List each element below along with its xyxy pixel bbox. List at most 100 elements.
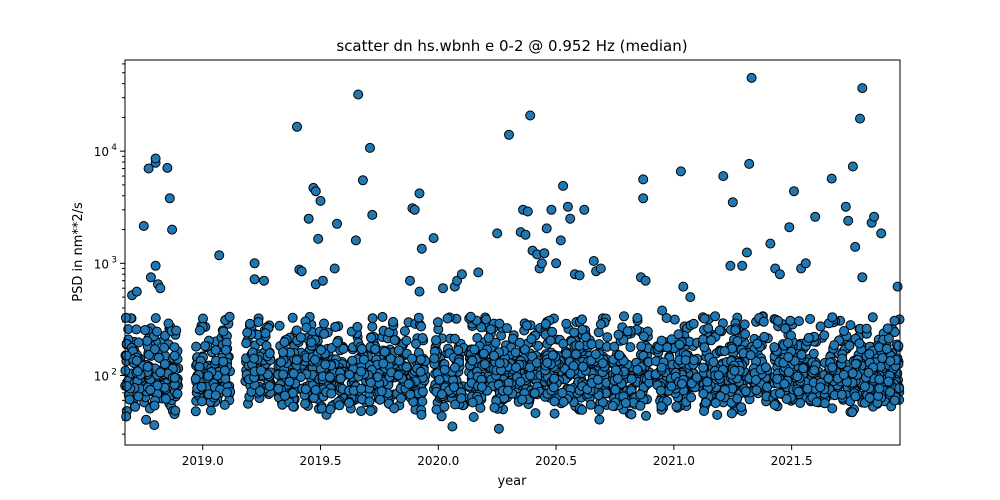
- data-point: [526, 334, 537, 344]
- data-point: [625, 342, 636, 353]
- data-point: [850, 391, 861, 402]
- data-point: [811, 397, 822, 408]
- data-point: [838, 369, 849, 380]
- data-point: [171, 325, 182, 336]
- data-point: [708, 357, 719, 367]
- data-point: [140, 325, 150, 335]
- data-point: [686, 392, 697, 403]
- data-point: [802, 383, 813, 394]
- data-point: [300, 384, 311, 395]
- data-point: [569, 327, 580, 338]
- data-point: [815, 321, 826, 332]
- data-point: [330, 321, 341, 332]
- data-point: [264, 348, 275, 359]
- data-point: [210, 390, 221, 401]
- data-point: [206, 405, 216, 416]
- data-point: [885, 387, 896, 397]
- data-point: [150, 153, 161, 164]
- data-point: [403, 379, 414, 389]
- data-point: [803, 332, 814, 343]
- data-point: [133, 337, 144, 348]
- data-point: [324, 372, 335, 382]
- data-point: [595, 319, 606, 330]
- data-point: [284, 376, 295, 387]
- data-point: [737, 260, 748, 271]
- data-point: [574, 340, 585, 351]
- data-point: [473, 267, 484, 278]
- data-point: [810, 211, 821, 222]
- data-point: [800, 258, 811, 269]
- data-point: [855, 113, 865, 124]
- data-point: [332, 337, 343, 348]
- data-point: [428, 233, 439, 244]
- data-point: [210, 345, 221, 356]
- data-point: [190, 406, 201, 417]
- data-point: [607, 401, 618, 411]
- x-axis-ticks: 2019.0 2019.5 2020.0 2020.5 2021.0 2021.5: [182, 445, 813, 468]
- x-tick-label: 2019.5: [300, 454, 342, 468]
- data-point: [438, 283, 448, 294]
- data-point: [121, 411, 132, 422]
- data-point: [823, 373, 834, 384]
- data-point: [141, 414, 152, 425]
- data-point: [414, 188, 425, 199]
- data-point: [760, 362, 771, 373]
- data-point: [864, 392, 875, 403]
- data-points: [120, 72, 905, 434]
- data-point: [699, 313, 710, 324]
- data-point: [889, 395, 900, 406]
- data-point: [415, 366, 426, 377]
- data-point: [638, 331, 649, 342]
- data-point: [167, 224, 178, 235]
- data-point: [546, 204, 557, 215]
- data-point: [548, 382, 559, 393]
- data-point: [120, 312, 131, 323]
- data-point: [401, 335, 412, 346]
- data-point: [594, 414, 605, 425]
- data-point: [370, 344, 381, 355]
- data-point: [344, 397, 355, 408]
- data-point: [190, 373, 201, 384]
- data-point: [364, 396, 375, 407]
- data-point: [155, 283, 166, 294]
- data-point: [565, 368, 576, 379]
- data-point: [789, 186, 799, 197]
- data-point: [399, 326, 410, 337]
- data-point: [133, 391, 144, 402]
- data-point: [145, 384, 156, 395]
- data-point: [319, 318, 329, 329]
- data-point: [276, 357, 287, 368]
- data-point: [150, 260, 161, 271]
- data-point: [316, 345, 326, 355]
- data-point: [609, 341, 620, 352]
- data-point: [203, 371, 214, 381]
- data-point: [876, 228, 887, 239]
- data-point: [632, 364, 643, 375]
- data-point: [145, 272, 156, 283]
- data-point: [655, 385, 666, 396]
- data-point: [698, 388, 709, 399]
- data-point: [759, 331, 770, 342]
- data-point: [273, 383, 284, 394]
- data-point: [840, 201, 851, 212]
- data-point: [827, 362, 838, 373]
- data-point: [740, 329, 751, 340]
- data-point: [751, 385, 762, 396]
- data-point: [169, 350, 180, 361]
- data-point: [389, 403, 400, 414]
- data-point: [847, 368, 858, 379]
- data-point: [224, 311, 235, 322]
- data-point: [549, 396, 560, 407]
- data-point: [783, 352, 794, 363]
- data-point: [300, 398, 311, 409]
- data-point: [779, 378, 790, 389]
- data-point: [367, 209, 378, 220]
- data-point: [725, 260, 736, 271]
- data-point: [861, 323, 872, 334]
- data-point: [214, 250, 225, 261]
- data-point: [719, 346, 730, 357]
- data-point: [857, 272, 868, 283]
- data-point: [417, 333, 428, 343]
- data-point: [710, 311, 721, 322]
- data-point: [864, 349, 875, 360]
